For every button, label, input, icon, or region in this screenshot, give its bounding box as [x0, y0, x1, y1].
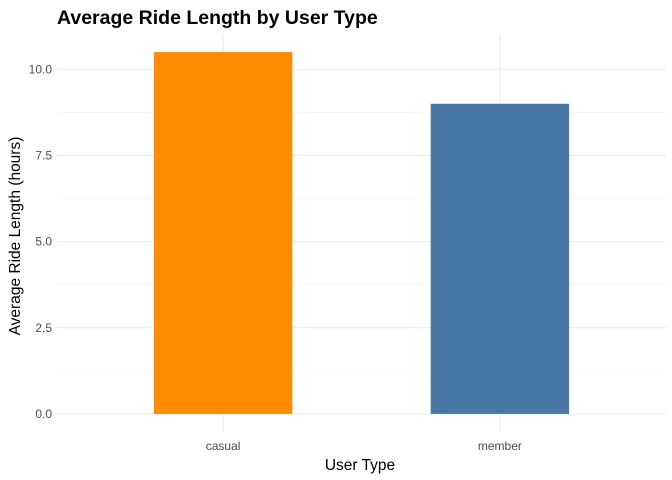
x-axis-title: User Type [325, 457, 395, 474]
y-tick-label: 5.0 [35, 235, 52, 249]
y-tick-label: 7.5 [35, 148, 52, 162]
bars [153, 52, 570, 414]
bar-member [430, 103, 570, 414]
x-tick-label: casual [206, 439, 241, 453]
y-axis-title: Average Ride Length (hours) [7, 137, 24, 336]
y-tick-label: 10.0 [29, 62, 53, 76]
y-tick-label: 0.0 [35, 407, 52, 421]
x-axis-ticks: casual member [206, 439, 522, 453]
x-tick-label: member [478, 439, 522, 453]
y-tick-label: 2.5 [35, 321, 52, 335]
bar-casual [153, 52, 293, 414]
y-axis-ticks: 0.0 2.5 5.0 7.5 10.0 [29, 62, 53, 421]
chart-title: Average Ride Length by User Type [57, 7, 378, 29]
